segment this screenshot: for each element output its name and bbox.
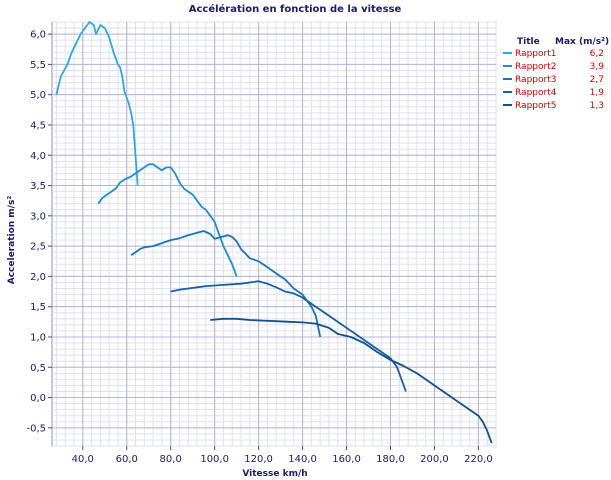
- y-tick-label: 3,0: [30, 211, 46, 222]
- y-tick-label: 1,5: [30, 302, 46, 313]
- legend-entry-name: Rapport3: [515, 75, 556, 85]
- y-tick-label: 0,0: [30, 393, 46, 404]
- y-tick-label: 5,5: [30, 60, 46, 71]
- legend-entry-max: 6,2: [590, 49, 604, 59]
- grid: [52, 21, 497, 447]
- x-tick-label: 160,0: [332, 454, 361, 465]
- y-axis: -0,5 0,0 0,5 1,0 1,5 2,0 2,5 3,0 3,5 4,0 4,5 5,0 5,5…: [26, 30, 52, 434]
- legend-entry-name: Rapport1: [515, 49, 556, 59]
- series-layer: [55, 21, 493, 444]
- legend-entry-name: Rapport2: [515, 62, 556, 72]
- y-tick-label: 1,0: [30, 332, 46, 343]
- legend-entry-max: 2,7: [590, 75, 604, 85]
- x-tick-label: 60,0: [116, 454, 138, 465]
- series-line-rapport3: [130, 230, 322, 338]
- legend-entry-name: Rapport4: [515, 88, 557, 98]
- y-tick-label: 3,5: [30, 181, 46, 192]
- legend-entry-max: 1,3: [590, 101, 604, 111]
- legend-max-header: Max (m/s²): [555, 37, 609, 47]
- x-tick-label: 140,0: [288, 454, 317, 465]
- y-tick-label: 2,5: [30, 242, 46, 253]
- y-tick-label: 4,0: [30, 151, 46, 162]
- legend-items: Rapport1 6,2 Rapport2 3,9 Rapport3 2,7 Rapport…: [503, 49, 604, 111]
- chart-title: Accélération en fonction de la vitesse: [189, 3, 402, 15]
- x-axis: 40,0 60,0 80,0 100,0 120,0 140,0 160,0 180,0 200…: [72, 446, 493, 465]
- series-line-rapport5: [210, 317, 493, 444]
- legend-entry-name: Rapport5: [515, 101, 556, 111]
- x-tick-label: 200,0: [420, 454, 449, 465]
- y-tick-label: 2,0: [30, 272, 46, 283]
- y-tick-label: 6,0: [30, 30, 46, 41]
- x-tick-label: 180,0: [376, 454, 405, 465]
- x-tick-label: 80,0: [160, 454, 182, 465]
- x-tick-label: 220,0: [464, 454, 493, 465]
- legend-title-header: Title: [517, 37, 540, 47]
- y-tick-label: 4,5: [30, 120, 46, 131]
- y-tick-label: -0,5: [26, 423, 46, 434]
- x-tick-label: 120,0: [244, 454, 273, 465]
- series-line-rapport4: [170, 280, 407, 392]
- y-tick-label: 5,0: [30, 90, 46, 101]
- series-line-rapport2: [97, 163, 238, 277]
- x-tick-label: 100,0: [200, 454, 229, 465]
- legend-entry-max: 3,9: [590, 62, 605, 72]
- legend-entry-max: 1,9: [590, 88, 605, 98]
- series-line-rapport1: [55, 21, 139, 186]
- y-tick-label: 0,5: [30, 363, 46, 374]
- x-axis-label: Vitesse km/h: [242, 469, 307, 479]
- y-axis-label: Acceleration m/s²: [7, 196, 17, 285]
- x-tick-label: 40,0: [72, 454, 94, 465]
